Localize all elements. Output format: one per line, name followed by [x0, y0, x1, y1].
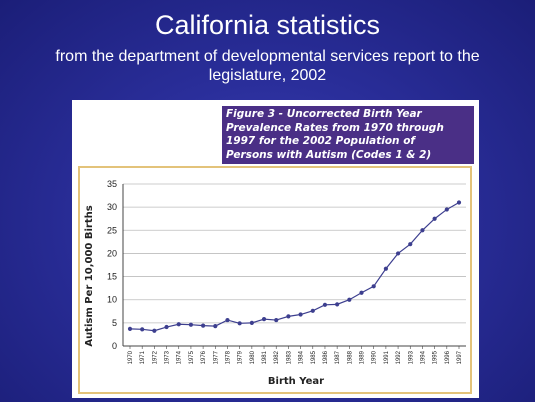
- y-axis-title: Autism Per 10,000 Births: [84, 205, 95, 346]
- x-tick-label: 1991: [384, 350, 390, 364]
- x-tick-label: 1972: [152, 350, 158, 364]
- grid-lines: [123, 183, 466, 347]
- data-point: [127, 326, 133, 331]
- data-point: [383, 266, 388, 271]
- y-tick-label: 0: [112, 341, 117, 351]
- x-tick-label: 1974: [177, 350, 183, 364]
- data-point: [201, 323, 206, 328]
- x-tick-labels: 1970 1971 1972 1973 1974 1975 1976 1977 1978 1979…: [128, 350, 463, 364]
- x-tick-label: 1977: [213, 350, 219, 364]
- data-point: [213, 323, 218, 329]
- x-axis-title: Birth Year: [268, 376, 324, 387]
- data-point: [444, 207, 449, 212]
- y-tick-labels: 0 5 10 15 20 25 30 35: [107, 179, 117, 351]
- y-tick-label: 15: [107, 272, 117, 282]
- data-point: [261, 317, 267, 322]
- x-tick-label: 1981: [262, 350, 268, 364]
- data-point: [188, 322, 194, 327]
- series-line-0: [129, 201, 460, 332]
- x-tick-label: 1976: [201, 350, 207, 364]
- x-tick-label: 1971: [140, 350, 146, 364]
- x-tick-label: 1984: [299, 350, 305, 364]
- data-point: [225, 317, 230, 323]
- data-point: [420, 228, 425, 233]
- data-point: [395, 251, 401, 256]
- x-tick-label: 1973: [165, 350, 171, 364]
- x-tick-label: 1979: [238, 350, 244, 364]
- x-tick-label: 1982: [274, 350, 280, 364]
- data-point: [456, 200, 462, 205]
- x-tick-label: 1980: [250, 350, 256, 364]
- data-point: [286, 314, 291, 319]
- data-point: [152, 328, 157, 333]
- x-tick-label: 1988: [347, 350, 353, 364]
- data-point: [310, 308, 315, 313]
- x-tick-label: 1993: [408, 350, 414, 364]
- y-tick-label: 20: [107, 248, 117, 258]
- data-point: [176, 322, 181, 327]
- slide-title: California statistics: [154, 10, 381, 40]
- data-point: [274, 317, 279, 323]
- series-line: [129, 201, 460, 332]
- data-point: [237, 321, 242, 326]
- figure-caption: Figure 3 - Uncorrected Birth Year Preval…: [222, 106, 474, 164]
- data-point: [249, 320, 254, 325]
- data-point: [140, 327, 145, 332]
- x-tick-label: 1978: [225, 350, 231, 364]
- x-tick-label: 1997: [457, 350, 463, 364]
- y-tick-label: 5: [112, 318, 117, 328]
- data-point: [408, 242, 413, 247]
- x-tick-label: 1996: [445, 350, 451, 364]
- y-tick-label: 30: [107, 202, 117, 212]
- x-tick-label: 1994: [420, 350, 426, 364]
- x-tick-label: 1983: [286, 350, 292, 364]
- x-tick-label: 1990: [372, 350, 378, 364]
- x-tick-label: 1970: [128, 350, 134, 364]
- data-point: [371, 284, 376, 289]
- y-tick-label: 25: [107, 225, 117, 235]
- data-point: [298, 312, 303, 317]
- data-point: [347, 297, 352, 302]
- slide-subtitle: from the department of developmental ser…: [55, 48, 480, 84]
- x-tick-label: 1989: [360, 350, 366, 364]
- data-point: [322, 302, 328, 307]
- x-tick-label: 1986: [323, 350, 329, 364]
- y-tick-label: 10: [107, 295, 117, 305]
- data-point: [359, 290, 364, 295]
- x-tick-label: 1995: [433, 350, 439, 364]
- y-tick-label: 35: [107, 179, 117, 189]
- chart-frame: [78, 166, 472, 394]
- axes: [122, 184, 466, 349]
- data-point: [432, 216, 437, 221]
- data-point: [164, 324, 169, 330]
- x-tick-label: 1987: [335, 350, 341, 364]
- series-points: [127, 200, 462, 333]
- x-tick-label: 1975: [189, 350, 195, 364]
- x-tick-label: 1985: [311, 350, 317, 364]
- x-tick-label: 1992: [396, 350, 402, 364]
- data-point: [335, 302, 340, 307]
